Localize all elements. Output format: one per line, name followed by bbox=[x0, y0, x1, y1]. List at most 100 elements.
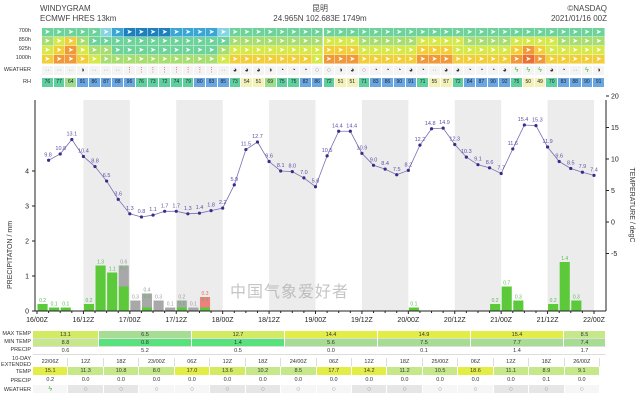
wind-barb-icon: ➤ bbox=[182, 37, 195, 46]
precip-label-snow: 0.2 bbox=[178, 295, 185, 301]
wind-barb-icon: ➤ bbox=[593, 46, 605, 55]
wind-barb-icon: ➤ bbox=[276, 28, 289, 37]
th-weather-icon: ϟ bbox=[534, 66, 547, 75]
temperature-point bbox=[58, 152, 62, 156]
precip-bar-rain bbox=[513, 300, 524, 311]
rh-cell: 91 bbox=[77, 78, 89, 87]
max-temp-label: MAX TEMP bbox=[2, 331, 31, 337]
precip-label-rain: 0.2 bbox=[39, 298, 46, 304]
x-tick-label: 19/00Z bbox=[305, 317, 328, 324]
max-cell: 8.5 bbox=[564, 331, 606, 339]
clr-weather-icon: ○ bbox=[458, 385, 494, 394]
rh-cell: 70 bbox=[546, 78, 559, 87]
wind-barb-icon: ➤ bbox=[511, 55, 523, 64]
wind-barb-icon: ➤ bbox=[171, 37, 183, 46]
precip-bar-rain bbox=[559, 262, 570, 311]
sl-weather-icon: ⋮ bbox=[135, 66, 148, 75]
precip-bar-rain bbox=[548, 304, 559, 311]
wind-barb-icon: ➤ bbox=[569, 46, 582, 55]
wind-barb-icon: ➤ bbox=[159, 55, 171, 64]
wind-barb-icon: ➤ bbox=[440, 46, 453, 55]
wind-barb-icon: ➤ bbox=[511, 46, 523, 55]
temperature-point bbox=[255, 140, 260, 144]
temperature-point bbox=[545, 145, 550, 149]
temperature-point bbox=[337, 129, 341, 133]
temperature-point bbox=[174, 209, 178, 213]
wind-barb-icon: ➤ bbox=[346, 37, 359, 46]
rh-cell: 69 bbox=[264, 78, 277, 87]
wind-barb-icon: ➤ bbox=[147, 46, 160, 55]
temperature-label: 15.4 bbox=[518, 117, 529, 123]
ext-precip-cell: 0.0 bbox=[103, 376, 140, 385]
sl-weather-icon: ⋮ bbox=[124, 66, 136, 75]
dz-weather-icon: ·· bbox=[42, 66, 54, 75]
temperature-label: 5.6 bbox=[312, 179, 320, 185]
sl-weather-icon: ⋮ bbox=[147, 66, 160, 75]
max-cell: 14.9 bbox=[378, 331, 471, 339]
max-cell: 13.1 bbox=[33, 331, 99, 339]
rh-cell: 96 bbox=[124, 78, 136, 87]
wind-barb-icon: ➤ bbox=[253, 46, 265, 55]
wind-barb-icon: ➤ bbox=[65, 37, 78, 46]
night-band bbox=[454, 100, 502, 311]
temperature-label: 7.4 bbox=[590, 167, 598, 173]
min-cell: 7.4 bbox=[564, 339, 606, 347]
rh-cell: 82 bbox=[300, 78, 312, 87]
wind-barb-icon: ➤ bbox=[88, 28, 101, 37]
precip-label-rain: 0.1 bbox=[410, 302, 417, 308]
wind-barb-icon: ➤ bbox=[558, 28, 570, 37]
model-name: ECMWF HRES 13km bbox=[40, 14, 117, 23]
wind-barb-icon: ➤ bbox=[77, 46, 89, 55]
temperature-label: 15.3 bbox=[532, 118, 543, 124]
rh-cell: 49 bbox=[534, 78, 547, 87]
temperature-label: 7.7 bbox=[497, 165, 505, 171]
wind-barb-icon: ➤ bbox=[593, 37, 605, 46]
wind-barb-icon: ➤ bbox=[276, 55, 289, 64]
rh-cell: 50 bbox=[522, 78, 535, 87]
ext-precip-cell: 0.0 bbox=[210, 376, 246, 385]
wind-barb-icon: ➤ bbox=[534, 28, 547, 37]
wind-barb-icon: ➤ bbox=[546, 28, 559, 37]
wind-barb-icon: ➤ bbox=[229, 46, 242, 55]
temperature-label: 14.4 bbox=[346, 123, 357, 129]
wind-barb-icon: ➤ bbox=[569, 55, 582, 64]
wind-barb-icon: ➤ bbox=[323, 55, 336, 64]
wind-barb-icon: ➤ bbox=[452, 37, 465, 46]
rh-cell: 84 bbox=[464, 78, 476, 87]
temperature-point bbox=[406, 168, 410, 172]
pc-weather-icon: ◑ bbox=[335, 66, 347, 75]
cl-weather-icon: ◔ bbox=[288, 66, 301, 75]
mc-weather-icon: ◕ bbox=[346, 66, 359, 75]
wind-barb-icon: ➤ bbox=[65, 55, 78, 64]
wind-barb-icon: ➤ bbox=[546, 37, 559, 46]
ext-time-cell: 22/06Z bbox=[33, 358, 69, 367]
wind-barb-icon: ➤ bbox=[65, 46, 78, 55]
ext-precip-cell: 0.0 bbox=[174, 376, 211, 385]
wind-barb-icon: ➤ bbox=[581, 55, 594, 64]
precip-bar-rain bbox=[83, 304, 95, 311]
wind-barb-icon: ➤ bbox=[194, 28, 207, 37]
wind-barb-icon: ➤ bbox=[194, 37, 207, 46]
ext-time-cell: 18Z bbox=[245, 358, 282, 367]
wind-barb-icon: ➤ bbox=[112, 37, 125, 46]
wind-barb-icon: ➤ bbox=[581, 46, 594, 55]
temperature-point bbox=[279, 169, 283, 173]
ext-temp-cell: 9.1 bbox=[564, 367, 600, 376]
rh-cell: 75 bbox=[288, 78, 301, 87]
wind-barb-icon: ➤ bbox=[464, 55, 476, 64]
wind-barb-icon: ➤ bbox=[159, 46, 171, 55]
wind-barb-icon: ➤ bbox=[546, 55, 559, 64]
left-tick-label: 2 bbox=[25, 239, 29, 246]
daily-precip-label: PRECIP bbox=[10, 347, 31, 353]
wind-barb-icon: ➤ bbox=[346, 46, 359, 55]
rh-cell: 51 bbox=[253, 78, 265, 87]
ext-time-cell: 25/00Z bbox=[422, 358, 459, 367]
temperature-axis-label: TEMPERATURE / degC bbox=[628, 168, 635, 243]
precip-label-rain: 1.1 bbox=[109, 267, 116, 273]
temperature-label: 1.8 bbox=[207, 203, 215, 209]
wind-barb-icon: ➤ bbox=[499, 28, 512, 37]
wind-barb-icon: ➤ bbox=[53, 46, 66, 55]
wind-barb-icon: ➤ bbox=[475, 37, 488, 46]
wind-barb-icon: ➤ bbox=[464, 28, 476, 37]
ext-precip-cell: 0.0 bbox=[387, 376, 423, 385]
